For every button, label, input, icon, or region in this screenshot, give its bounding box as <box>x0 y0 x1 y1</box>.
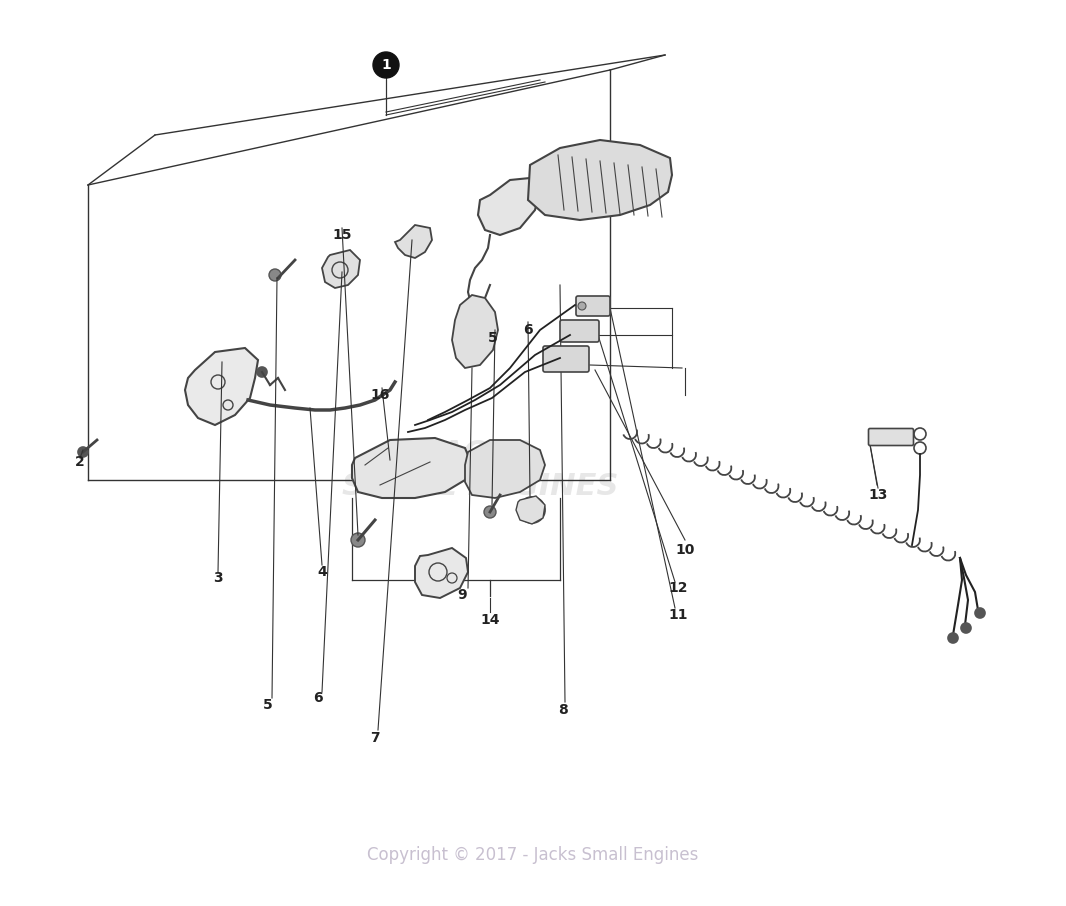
Text: 1: 1 <box>382 58 391 72</box>
Circle shape <box>484 506 496 518</box>
Circle shape <box>578 302 586 310</box>
Circle shape <box>257 367 266 377</box>
Text: 10: 10 <box>676 543 695 557</box>
Polygon shape <box>452 295 498 368</box>
Text: 2: 2 <box>75 455 85 469</box>
Polygon shape <box>322 250 360 288</box>
Text: 4: 4 <box>317 565 327 579</box>
Text: 14: 14 <box>481 613 500 627</box>
Polygon shape <box>478 178 540 235</box>
Text: 13: 13 <box>869 488 888 502</box>
Circle shape <box>351 533 365 547</box>
FancyBboxPatch shape <box>560 320 599 342</box>
Text: 5: 5 <box>488 331 498 345</box>
Polygon shape <box>516 496 545 524</box>
Text: 6: 6 <box>313 691 323 705</box>
Polygon shape <box>185 348 258 425</box>
Polygon shape <box>528 140 672 220</box>
Text: 5: 5 <box>263 698 273 712</box>
Text: Copyright © 2017 - Jacks Small Engines: Copyright © 2017 - Jacks Small Engines <box>368 846 698 864</box>
Text: 12: 12 <box>668 581 688 595</box>
Text: 7: 7 <box>370 731 379 745</box>
Text: 6: 6 <box>523 323 533 337</box>
FancyBboxPatch shape <box>869 429 914 446</box>
Text: 8: 8 <box>559 703 568 717</box>
Text: 16: 16 <box>370 388 390 402</box>
FancyBboxPatch shape <box>576 296 610 316</box>
Text: JACKS
SMALL ENGINES: JACKS SMALL ENGINES <box>342 439 618 501</box>
Circle shape <box>948 633 958 643</box>
Circle shape <box>975 608 985 618</box>
Circle shape <box>373 52 399 78</box>
Text: 9: 9 <box>457 588 467 602</box>
Circle shape <box>962 623 971 633</box>
Polygon shape <box>395 225 432 258</box>
Polygon shape <box>465 440 545 498</box>
FancyBboxPatch shape <box>543 346 589 372</box>
Text: 3: 3 <box>213 571 223 585</box>
Polygon shape <box>415 548 468 598</box>
Polygon shape <box>352 438 472 498</box>
Circle shape <box>269 269 281 281</box>
Text: 11: 11 <box>668 608 688 622</box>
Circle shape <box>78 447 88 457</box>
Text: 15: 15 <box>333 228 352 242</box>
